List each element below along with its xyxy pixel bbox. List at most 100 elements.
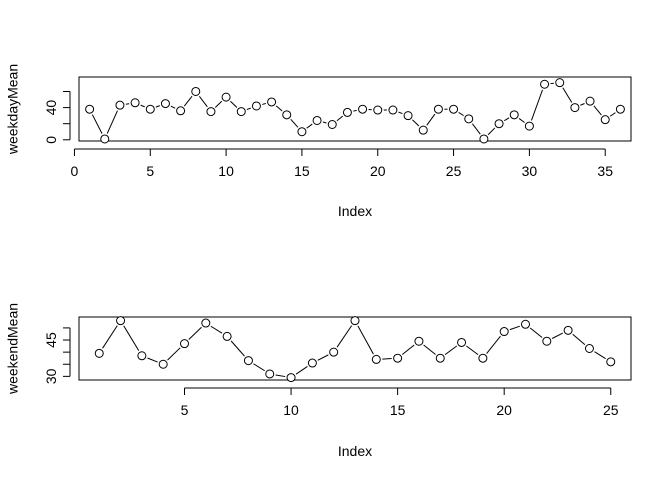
weekday-line-segment <box>322 121 327 124</box>
weekday-line-segment <box>609 112 616 117</box>
weekday-data-point <box>403 111 413 121</box>
weekend-data-point <box>457 337 467 347</box>
weekend-data-point <box>393 353 403 363</box>
weekday-y-tick-label: 0 <box>43 136 59 144</box>
weekday-x-tick-label: 20 <box>370 163 386 179</box>
weekend-line-segment <box>594 351 606 360</box>
weekday-line-segment <box>562 87 573 103</box>
weekend-y-axis: 30 45 <box>43 327 71 384</box>
weekday-data-point <box>312 115 322 125</box>
weekday-line-segment <box>306 123 313 129</box>
weekday-line-segment <box>353 109 357 112</box>
weekday-data-point <box>388 105 398 115</box>
weekend-data-point <box>563 325 573 335</box>
weekend-y-tick-label: 45 <box>43 332 59 348</box>
weekend-line-segment <box>295 366 308 375</box>
weekend-x-tick-label: 25 <box>603 402 619 418</box>
weekend-line-segment <box>444 345 458 356</box>
weekday-data-point <box>221 92 231 102</box>
weekday-line-segment <box>246 107 251 110</box>
weekday-x-tick-label: 10 <box>218 163 234 179</box>
weekday-data-point <box>176 106 186 116</box>
weekday-x-axis-title: Index <box>338 203 372 219</box>
weekend-x-tick-label: 10 <box>283 402 299 418</box>
weekend-series <box>94 316 616 383</box>
weekend-line-segment <box>402 344 415 355</box>
weekend-line-segment <box>317 354 329 361</box>
weekend-line-segment <box>466 345 479 356</box>
weekend-x-tick-label: 20 <box>496 402 512 418</box>
weekend-line-segment <box>275 374 286 378</box>
weekend-line-segment <box>382 358 392 360</box>
weekday-data-point <box>585 96 595 106</box>
weekday-y-tick-label: 40 <box>43 100 59 116</box>
weekday-plot-frame <box>78 76 632 142</box>
weekend-data-point <box>371 354 381 364</box>
weekday-data-point <box>342 107 352 117</box>
weekday-line-segment <box>593 105 602 116</box>
weekday-line-segment <box>398 111 403 115</box>
weekday-line-segment <box>198 95 208 108</box>
weekday-data-point <box>358 104 368 114</box>
weekend-data-point <box>179 339 189 349</box>
weekday-data-point <box>327 119 337 129</box>
weekend-data-point <box>478 353 488 363</box>
weekend-data-point <box>158 359 168 369</box>
weekday-line-segment <box>458 112 464 117</box>
weekday-line-segment <box>412 119 420 127</box>
weekend-line-segment <box>123 325 140 351</box>
weekday-data-point <box>524 121 534 131</box>
weekend-line-segment <box>423 344 436 355</box>
weekend-line-segment <box>509 325 520 331</box>
weekday-data-point <box>373 105 383 115</box>
weekday-data-point <box>555 78 565 88</box>
weekday-line-segment <box>471 123 481 135</box>
weekend-line-segment <box>210 325 223 334</box>
weekday-data-point <box>479 134 489 144</box>
weekday-line-segment <box>487 127 496 136</box>
weekend-line-segment <box>253 363 265 372</box>
weekday-data-point <box>449 104 459 114</box>
weekend-data-point <box>307 358 317 368</box>
weekday-data-point <box>130 98 140 108</box>
weekday-x-tick-label: 25 <box>446 163 462 179</box>
weekday-y-axis-title: weekdayMean <box>5 64 21 155</box>
weekday-x-axis: 0 5 10 15 20 25 30 35 <box>71 148 613 179</box>
weekend-line-segment <box>529 327 543 338</box>
weekday-line-segment <box>275 105 283 112</box>
weekend-y-tick-label: 30 <box>43 368 59 384</box>
weekday-line-segment <box>140 104 145 108</box>
weekday-line-segment <box>290 118 299 128</box>
weekend-data-point <box>414 336 424 346</box>
weekday-x-tick-label: 5 <box>146 163 154 179</box>
weekday-data-point <box>160 99 170 109</box>
weekend-data-point <box>243 356 253 366</box>
weekday-line-segment <box>262 103 266 105</box>
weekday-panel: 0 40 0 5 10 15 20 25 30 35 weekdayMean Index <box>5 64 632 219</box>
weekday-x-tick-label: 35 <box>597 163 613 179</box>
weekend-data-point <box>350 316 360 326</box>
weekend-data-point <box>94 348 104 358</box>
weekend-plot-frame <box>78 316 632 381</box>
weekday-data-point <box>494 119 504 129</box>
weekday-data-point <box>251 101 261 111</box>
weekday-data-point <box>540 79 550 89</box>
weekend-data-point <box>435 353 445 363</box>
weekend-y-axis-title: weekendMean <box>5 303 21 395</box>
weekend-x-axis-title: Index <box>338 443 372 459</box>
weekday-line-segment <box>125 103 130 105</box>
weekend-data-point <box>606 357 616 367</box>
weekend-line-segment <box>147 357 158 363</box>
weekday-data-point <box>615 104 625 114</box>
weekday-x-tick-label: 0 <box>71 163 79 179</box>
weekday-y-axis: 0 40 <box>43 90 71 144</box>
weekday-data-point <box>600 115 610 125</box>
weekday-line-segment <box>230 100 238 108</box>
weekend-x-axis: 5 10 15 20 25 <box>181 387 619 418</box>
weekday-line-segment <box>580 103 585 106</box>
weekend-data-point <box>201 318 211 328</box>
weekend-data-point <box>521 319 531 329</box>
weekend-line-segment <box>551 332 564 339</box>
weekend-line-segment <box>336 325 353 348</box>
